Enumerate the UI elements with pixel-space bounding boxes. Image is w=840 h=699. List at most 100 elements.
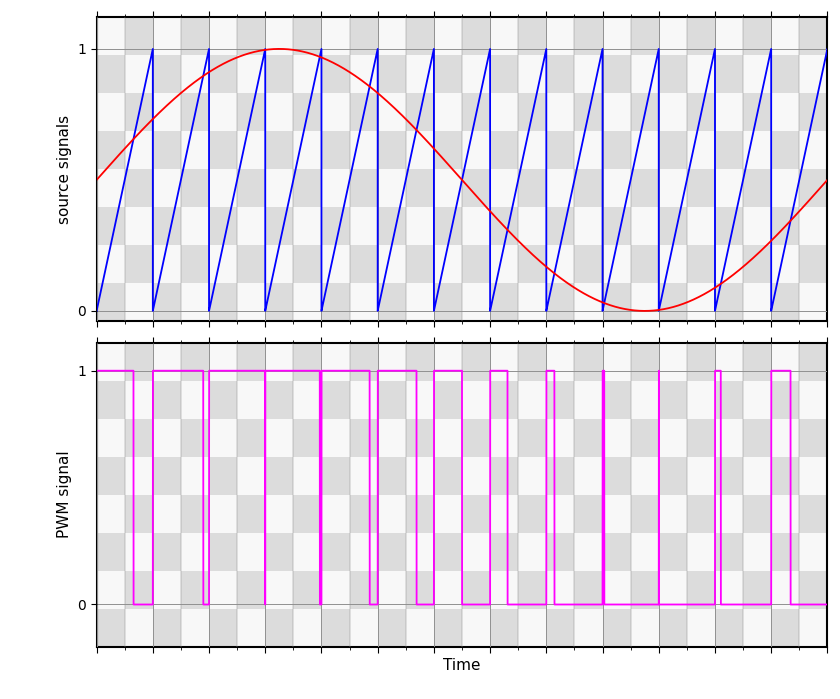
- Bar: [265, 495, 293, 533]
- Bar: [349, 495, 378, 533]
- Bar: [434, 208, 462, 245]
- Bar: [546, 381, 575, 419]
- Bar: [631, 343, 659, 381]
- Bar: [349, 131, 378, 169]
- Bar: [575, 131, 602, 169]
- Bar: [715, 131, 743, 169]
- Bar: [687, 94, 715, 131]
- Bar: [237, 533, 265, 570]
- Bar: [378, 533, 406, 570]
- Bar: [462, 169, 490, 208]
- Bar: [265, 283, 293, 322]
- Bar: [349, 245, 378, 283]
- Bar: [715, 495, 743, 533]
- Bar: [153, 131, 181, 169]
- Y-axis label: source signals: source signals: [57, 115, 71, 224]
- Bar: [743, 245, 771, 283]
- Bar: [490, 419, 518, 456]
- Bar: [687, 609, 715, 647]
- Bar: [715, 169, 743, 208]
- Bar: [687, 495, 715, 533]
- Bar: [406, 495, 434, 533]
- Bar: [97, 381, 124, 419]
- Bar: [124, 570, 153, 609]
- Bar: [575, 169, 602, 208]
- Bar: [631, 419, 659, 456]
- Bar: [322, 456, 349, 495]
- Bar: [575, 208, 602, 245]
- Bar: [97, 419, 124, 456]
- Bar: [602, 343, 631, 381]
- Bar: [181, 169, 209, 208]
- Bar: [124, 343, 153, 381]
- Bar: [265, 419, 293, 456]
- Bar: [378, 343, 406, 381]
- Bar: [462, 245, 490, 283]
- Bar: [602, 131, 631, 169]
- Bar: [265, 570, 293, 609]
- Bar: [97, 94, 124, 131]
- Bar: [800, 169, 827, 208]
- Bar: [687, 419, 715, 456]
- Bar: [237, 343, 265, 381]
- Bar: [743, 419, 771, 456]
- Bar: [659, 570, 687, 609]
- Bar: [406, 343, 434, 381]
- Bar: [575, 609, 602, 647]
- Bar: [322, 533, 349, 570]
- Bar: [602, 55, 631, 94]
- Bar: [322, 169, 349, 208]
- Bar: [322, 131, 349, 169]
- Bar: [265, 456, 293, 495]
- Bar: [434, 245, 462, 283]
- Bar: [293, 456, 322, 495]
- Bar: [181, 94, 209, 131]
- Bar: [715, 533, 743, 570]
- Bar: [153, 283, 181, 322]
- Bar: [659, 17, 687, 55]
- Bar: [518, 55, 546, 94]
- Bar: [209, 343, 237, 381]
- Bar: [124, 17, 153, 55]
- Bar: [743, 55, 771, 94]
- Bar: [743, 456, 771, 495]
- Bar: [715, 55, 743, 94]
- Bar: [800, 245, 827, 283]
- Bar: [434, 17, 462, 55]
- Bar: [265, 245, 293, 283]
- Bar: [771, 419, 800, 456]
- Bar: [124, 131, 153, 169]
- Bar: [687, 17, 715, 55]
- Bar: [434, 495, 462, 533]
- Bar: [743, 94, 771, 131]
- Bar: [209, 283, 237, 322]
- Bar: [546, 94, 575, 131]
- Bar: [124, 245, 153, 283]
- Bar: [265, 94, 293, 131]
- Bar: [771, 94, 800, 131]
- Bar: [631, 609, 659, 647]
- Bar: [181, 55, 209, 94]
- Bar: [743, 533, 771, 570]
- Bar: [659, 169, 687, 208]
- Bar: [771, 456, 800, 495]
- Bar: [124, 208, 153, 245]
- Bar: [237, 169, 265, 208]
- Bar: [575, 283, 602, 322]
- Bar: [602, 533, 631, 570]
- Bar: [602, 570, 631, 609]
- Bar: [575, 343, 602, 381]
- Bar: [800, 343, 827, 381]
- Bar: [715, 381, 743, 419]
- Bar: [406, 570, 434, 609]
- Bar: [124, 169, 153, 208]
- Bar: [406, 245, 434, 283]
- Bar: [518, 381, 546, 419]
- Bar: [209, 495, 237, 533]
- Bar: [181, 456, 209, 495]
- Bar: [124, 533, 153, 570]
- Bar: [434, 533, 462, 570]
- Bar: [771, 570, 800, 609]
- Bar: [743, 283, 771, 322]
- Bar: [715, 283, 743, 322]
